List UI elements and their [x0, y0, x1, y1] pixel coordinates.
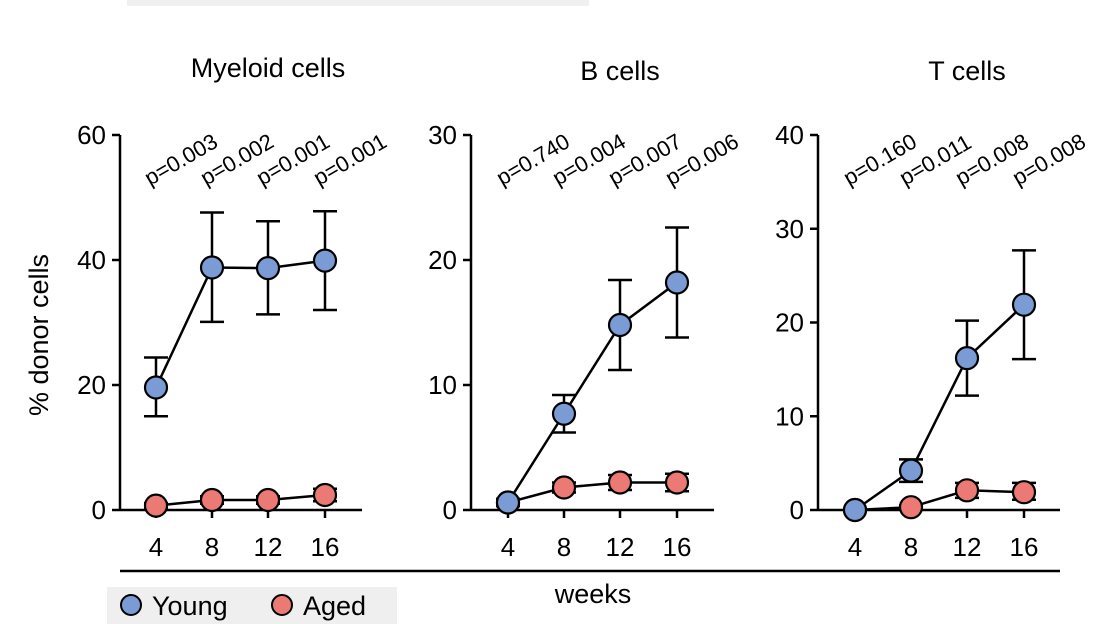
young-data-point: [551, 401, 577, 426]
legend: Young Aged: [107, 587, 397, 624]
aged-data-point: [898, 495, 924, 520]
aged-data-point: [312, 482, 338, 508]
x-tick-label: 8: [557, 532, 571, 562]
y-tick-label: 60: [77, 120, 106, 150]
y-tick-label: 10: [775, 401, 804, 431]
top-bar-fragment: [127, 0, 589, 6]
aged-data-point: [607, 470, 633, 495]
legend-background: [107, 587, 397, 624]
y-tick-label: 20: [77, 370, 106, 400]
panel-title: B cells: [580, 56, 660, 86]
x-tick-label: 16: [1010, 532, 1039, 562]
y-tick-label: 10: [428, 370, 457, 400]
y-tick-label: 30: [428, 120, 457, 150]
young-series-line: [506, 281, 678, 504]
panel-title: Myeloid cells: [191, 53, 346, 83]
x-tick-label: 12: [606, 532, 635, 562]
aged-data-point: [664, 470, 690, 495]
y-tick-label: 0: [443, 495, 457, 525]
x-tick-label: 16: [663, 532, 692, 562]
y-tick-label: 0: [92, 495, 106, 525]
young-data-point: [664, 270, 690, 295]
legend-young-label: Young: [152, 591, 228, 621]
x-axis-label: weeks: [554, 579, 632, 609]
y-tick-label: 40: [775, 120, 804, 150]
aged-data-point: [954, 478, 980, 503]
legend-aged-label: Aged: [303, 591, 366, 621]
legend-aged-marker: [271, 594, 293, 616]
young-data-point: [255, 256, 281, 281]
aged-data-point: [199, 487, 225, 513]
young-data-point: [495, 490, 521, 515]
panel-title: T cells: [928, 56, 1006, 86]
young-data-point: [143, 375, 169, 400]
y-tick-label: 40: [77, 245, 106, 275]
y-axis-label: % donor cells: [24, 254, 54, 416]
x-tick-label: 4: [501, 532, 515, 562]
young-data-point: [1011, 292, 1037, 317]
x-tick-label: 8: [205, 532, 219, 562]
young-data-point: [199, 255, 225, 280]
young-data-point: [898, 458, 924, 483]
young-data-point: [607, 312, 633, 338]
y-tick-label: 0: [790, 495, 804, 525]
x-tick-label: 12: [953, 532, 982, 562]
young-data-point: [954, 346, 980, 371]
aged-series-line: [854, 489, 1025, 512]
x-tick-label: 4: [848, 532, 862, 562]
y-tick-label: 20: [775, 308, 804, 338]
aged-data-point: [1011, 480, 1037, 505]
legend-young-marker: [120, 594, 142, 616]
y-tick-label: 20: [428, 245, 457, 275]
x-tick-label: 12: [254, 532, 283, 562]
aged-series-line: [507, 481, 677, 504]
y-tick-label: 30: [775, 214, 804, 244]
young-data-point: [312, 248, 338, 273]
young-series-line: [854, 303, 1025, 512]
x-tick-label: 16: [311, 532, 340, 562]
aged-data-point: [143, 493, 169, 518]
young-series-line: [154, 259, 326, 389]
aged-data-point: [255, 487, 281, 513]
x-tick-label: 4: [149, 532, 163, 562]
x-tick-label: 8: [904, 532, 918, 562]
young-data-point: [842, 497, 868, 523]
aged-data-point: [551, 475, 577, 500]
aged-series-line: [155, 493, 326, 507]
